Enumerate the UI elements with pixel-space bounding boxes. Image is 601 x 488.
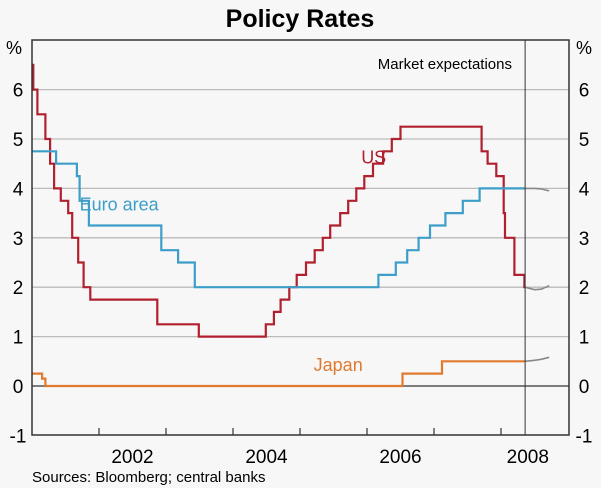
x-tick-labels: 2002 2004 2006 2008	[111, 447, 549, 468]
y-tick-label-right: 6	[579, 81, 590, 102]
y-unit-right: %	[576, 38, 592, 58]
series-label-us: US	[361, 148, 386, 168]
y-tick-labels: -1 -1 0 0 1 1 2 2 3 3 4 4 5 5 6 6	[10, 81, 593, 448]
y-tick-label-left: 4	[13, 179, 24, 200]
x-ticks	[98, 428, 502, 435]
x-tick-label: 2002	[111, 447, 153, 468]
y-tick-label-right: -1	[576, 426, 593, 447]
series-line-us-market-expectations	[524, 284, 550, 291]
y-tick-label-right: 3	[579, 229, 590, 250]
y-tick-label-left: 3	[13, 229, 24, 250]
y-tick-label-left: 1	[13, 328, 24, 349]
y-tick-label-right: 5	[579, 130, 590, 151]
series-line-japan-market-expectations	[525, 356, 550, 363]
series-lines	[32, 63, 550, 388]
y-tick-label-right: 0	[579, 377, 590, 398]
x-tick-label: 2006	[379, 447, 421, 468]
series-line-japan	[32, 360, 526, 388]
series-line-us	[32, 63, 526, 338]
source-note: Sources: Bloomberg; central banks	[32, 469, 265, 486]
y-tick-label-right: 4	[579, 179, 590, 200]
x-tick-label: 2008	[507, 447, 549, 468]
market-expectations-label: Market expectations	[378, 56, 512, 73]
series-label-euro-area: Euro area	[80, 195, 160, 215]
series-label-japan: Japan	[314, 355, 363, 375]
y-unit-left: %	[6, 38, 22, 58]
y-tick-label-left: 2	[13, 278, 24, 299]
series-line-euro-area-market-expectations	[525, 187, 550, 192]
series-line-euro-area	[32, 150, 526, 289]
y-tick-label-left: 5	[13, 130, 24, 151]
series-labels: US Euro area Japan	[80, 148, 387, 375]
y-tick-label-right: 2	[579, 278, 590, 299]
y-tick-label-left: 6	[13, 81, 24, 102]
x-tick-label: 2004	[245, 447, 288, 468]
gridlines	[32, 88, 569, 387]
y-tick-label-left: -1	[10, 426, 27, 447]
y-tick-label-left: 0	[13, 377, 24, 398]
y-tick-label-right: 1	[579, 328, 590, 349]
chart-title: Policy Rates	[226, 5, 375, 33]
